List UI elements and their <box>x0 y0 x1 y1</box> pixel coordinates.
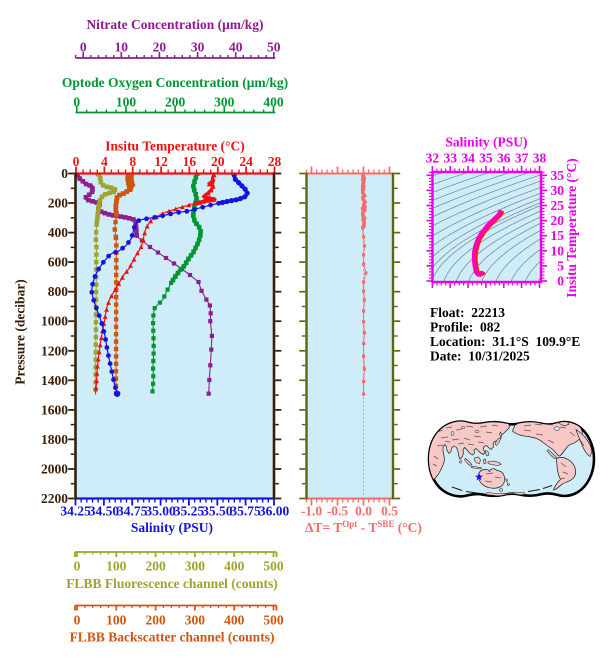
svg-text:30: 30 <box>191 40 205 55</box>
svg-text:2200: 2200 <box>41 491 68 506</box>
svg-text:50: 50 <box>267 40 281 55</box>
svg-text:1200: 1200 <box>41 343 68 358</box>
svg-text:Nitrate Concentration (μm/kg): Nitrate Concentration (μm/kg) <box>86 17 263 32</box>
svg-text:20: 20 <box>211 154 225 169</box>
svg-text:35.75: 35.75 <box>230 504 261 519</box>
svg-text:10: 10 <box>115 40 129 55</box>
svg-text:1000: 1000 <box>41 314 68 329</box>
svg-text:10: 10 <box>551 243 565 258</box>
svg-text:34: 34 <box>461 151 475 166</box>
svg-text:300: 300 <box>185 613 206 628</box>
svg-text:600: 600 <box>48 255 69 270</box>
svg-text:4: 4 <box>101 154 108 169</box>
svg-text:0: 0 <box>74 559 81 574</box>
svg-text:20: 20 <box>551 213 565 228</box>
svg-text:Insitu Temperature (°C): Insitu Temperature (°C) <box>105 139 244 154</box>
svg-text:500: 500 <box>263 613 284 628</box>
svg-text:37: 37 <box>515 151 529 166</box>
svg-text:500: 500 <box>263 559 284 574</box>
svg-text:35: 35 <box>479 151 493 166</box>
svg-text:32: 32 <box>426 151 440 166</box>
svg-text:-1.0: -1.0 <box>301 504 323 519</box>
svg-text:0: 0 <box>557 274 564 289</box>
svg-text:Salinity (PSU): Salinity (PSU) <box>445 135 527 150</box>
svg-text:FLBB Backscatter channel (coun: FLBB Backscatter channel (counts) <box>70 630 275 645</box>
svg-text:12: 12 <box>154 154 168 169</box>
svg-text:1800: 1800 <box>41 432 68 447</box>
svg-text:36.00: 36.00 <box>259 504 290 519</box>
svg-text:100: 100 <box>106 613 127 628</box>
svg-text:35: 35 <box>551 168 565 183</box>
svg-text:36: 36 <box>497 151 511 166</box>
svg-text:0.0: 0.0 <box>355 504 372 519</box>
svg-text:Date: 10/31/2025: Date: 10/31/2025 <box>430 349 530 364</box>
svg-text:35.25: 35.25 <box>174 504 205 519</box>
svg-text:Location: 31.1°S 109.9°E: Location: 31.1°S 109.9°E <box>430 334 580 349</box>
svg-text:400: 400 <box>224 559 245 574</box>
svg-text:200: 200 <box>165 95 186 110</box>
svg-text:200: 200 <box>145 613 166 628</box>
svg-text:0: 0 <box>80 40 87 55</box>
svg-text:800: 800 <box>48 284 69 299</box>
svg-text:1600: 1600 <box>41 402 68 417</box>
svg-text:-0.5: -0.5 <box>327 504 349 519</box>
svg-text:Profile: 082: Profile: 082 <box>430 320 500 335</box>
svg-text:35.50: 35.50 <box>202 504 233 519</box>
svg-text:Insitu Temperature (°C): Insitu Temperature (°C) <box>564 158 579 297</box>
svg-text:Pressure (decibar): Pressure (decibar) <box>13 279 28 385</box>
svg-text:0: 0 <box>73 154 80 169</box>
svg-text:100: 100 <box>116 95 137 110</box>
svg-text:24: 24 <box>239 154 253 169</box>
svg-text:28: 28 <box>268 154 282 169</box>
svg-text:400: 400 <box>263 95 284 110</box>
svg-text:2000: 2000 <box>41 462 68 477</box>
svg-text:200: 200 <box>48 196 69 211</box>
svg-text:38: 38 <box>533 151 547 166</box>
svg-text:0: 0 <box>61 166 68 181</box>
svg-text:20: 20 <box>153 40 167 55</box>
svg-text:300: 300 <box>185 559 206 574</box>
svg-text:100: 100 <box>106 559 127 574</box>
svg-text:Optode Oxygen Concentration (μ: Optode Oxygen Concentration (μm/kg) <box>62 75 288 90</box>
svg-text:5: 5 <box>557 258 564 273</box>
svg-text:0: 0 <box>74 613 81 628</box>
svg-text:ΔT= TOpt - TSBE (°C): ΔT= TOpt - TSBE (°C) <box>305 519 422 535</box>
svg-text:34.50: 34.50 <box>89 504 120 519</box>
svg-text:8: 8 <box>129 154 136 169</box>
svg-text:34.25: 34.25 <box>60 504 91 519</box>
svg-text:25: 25 <box>551 198 565 213</box>
svg-text:300: 300 <box>214 95 235 110</box>
svg-text:200: 200 <box>145 559 166 574</box>
svg-text:Float: 22213: Float: 22213 <box>430 305 505 320</box>
svg-text:40: 40 <box>229 40 243 55</box>
svg-text:30: 30 <box>551 183 565 198</box>
svg-text:1400: 1400 <box>41 373 68 388</box>
svg-text:15: 15 <box>551 228 565 243</box>
svg-text:16: 16 <box>183 154 197 169</box>
svg-text:33: 33 <box>443 151 457 166</box>
svg-text:0.5: 0.5 <box>381 504 398 519</box>
svg-text:400: 400 <box>224 613 245 628</box>
svg-text:400: 400 <box>48 225 69 240</box>
svg-text:35.00: 35.00 <box>145 504 176 519</box>
svg-text:0: 0 <box>73 95 80 110</box>
svg-text:FLBB Fluorescence channel (cou: FLBB Fluorescence channel (counts) <box>66 576 278 591</box>
svg-text:Salinity (PSU): Salinity (PSU) <box>131 520 213 535</box>
svg-text:34.75: 34.75 <box>117 504 148 519</box>
